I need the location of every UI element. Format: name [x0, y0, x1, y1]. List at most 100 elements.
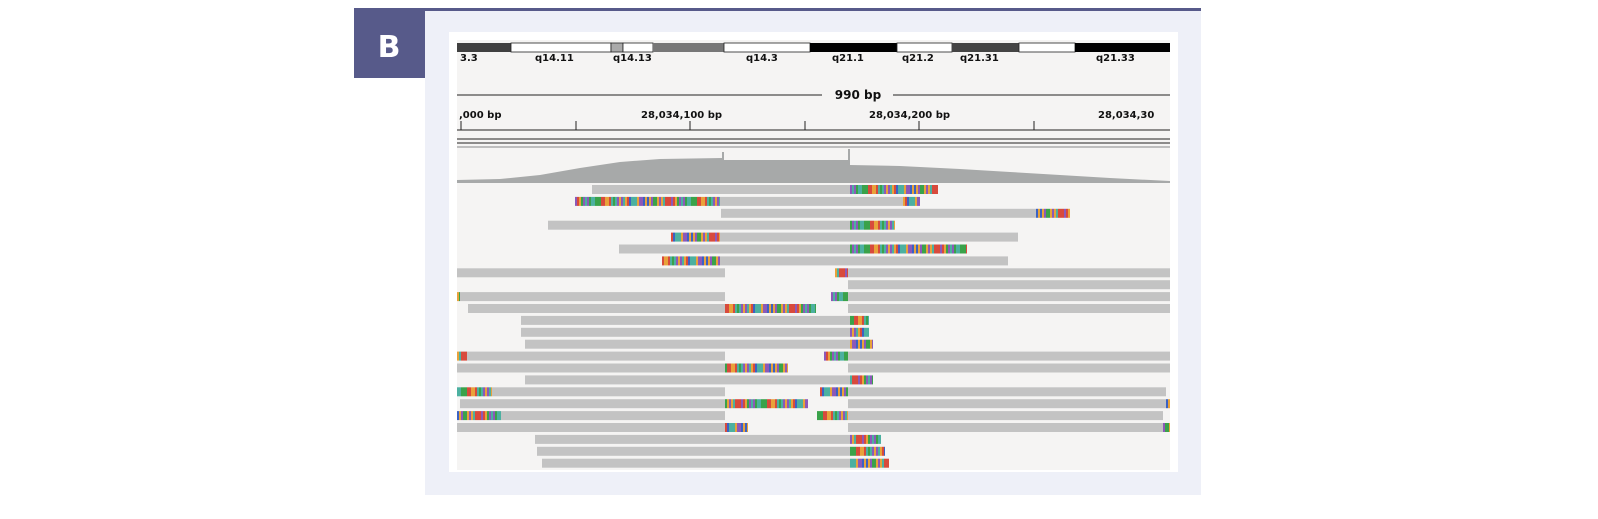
soft-clip [1036, 208, 1038, 218]
soft-clip [858, 185, 860, 194]
soft-clip [781, 304, 783, 313]
soft-clip [886, 220, 888, 230]
soft-clip [647, 196, 649, 206]
soft-clip [912, 244, 914, 254]
soft-clip [866, 434, 868, 444]
soft-clip [924, 185, 926, 194]
soft-clip [718, 256, 720, 266]
soft-clip [791, 399, 793, 409]
soft-clip [469, 387, 471, 397]
soft-clip [920, 244, 922, 254]
soft-clip [856, 185, 858, 194]
soft-clip [940, 244, 942, 254]
read [848, 363, 1170, 373]
read [619, 244, 850, 254]
soft-clip [787, 363, 788, 373]
soft-clip [662, 256, 664, 266]
soft-clip [701, 196, 703, 206]
soft-clip [880, 244, 882, 254]
soft-clip [695, 196, 697, 206]
soft-clip [906, 244, 908, 254]
soft-clip [497, 411, 499, 421]
soft-clip [683, 196, 685, 206]
soft-clip [739, 304, 741, 313]
span-label: 990 bp [835, 88, 882, 102]
read [848, 423, 1163, 432]
soft-clip [956, 244, 958, 254]
soft-clip [787, 399, 789, 409]
soft-clip [713, 196, 715, 206]
soft-clip [747, 399, 749, 409]
soft-clip [856, 434, 858, 444]
soft-clip [709, 232, 711, 242]
soft-clip [903, 196, 905, 206]
soft-clip [843, 411, 845, 421]
soft-clip [629, 196, 631, 206]
band [896, 42, 953, 53]
soft-clip [619, 196, 621, 206]
soft-clip [868, 446, 870, 456]
soft-clip [912, 185, 914, 194]
soft-clip [703, 232, 705, 242]
soft-clip [799, 304, 801, 313]
soft-clip [910, 185, 912, 194]
soft-clip [696, 256, 698, 266]
soft-clip [641, 196, 643, 206]
soft-clip [637, 196, 639, 206]
soft-clip [733, 363, 735, 373]
soft-clip [870, 375, 872, 385]
soft-clip [689, 196, 691, 206]
soft-clip [789, 399, 791, 409]
soft-clip [785, 399, 787, 409]
soft-clip [753, 304, 755, 313]
soft-clip [882, 220, 884, 230]
soft-clip [852, 327, 854, 337]
soft-clip [844, 387, 846, 397]
soft-clip [858, 434, 860, 444]
soft-clip [850, 446, 852, 456]
read [848, 399, 1166, 409]
soft-clip [882, 244, 884, 254]
soft-clip [735, 399, 737, 409]
soft-clip [948, 244, 950, 254]
soft-clip [928, 244, 930, 254]
soft-clip [731, 399, 733, 409]
soft-clip [731, 363, 733, 373]
read [720, 256, 1008, 266]
soft-clip [837, 292, 839, 302]
soft-clip [847, 268, 848, 278]
soft-clip [473, 411, 475, 421]
soft-clip [463, 411, 465, 421]
soft-clip [463, 351, 465, 361]
soft-clip [676, 256, 678, 266]
soft-clip [666, 256, 668, 266]
soft-clip [745, 363, 747, 373]
soft-clip [856, 327, 858, 337]
soft-clip [689, 232, 691, 242]
soft-clip [465, 351, 467, 361]
soft-clip [934, 244, 936, 254]
soft-clip [930, 185, 932, 194]
read [848, 351, 1170, 361]
soft-clip [674, 256, 676, 266]
soft-clip [711, 232, 713, 242]
soft-clip [743, 363, 745, 373]
soft-clip [817, 411, 819, 421]
soft-clip [737, 363, 739, 373]
soft-clip [711, 196, 713, 206]
soft-clip [884, 458, 886, 468]
soft-clip [870, 446, 872, 456]
soft-clip [781, 399, 783, 409]
soft-clip [908, 244, 910, 254]
soft-clip [673, 196, 675, 206]
soft-clip [938, 244, 940, 254]
soft-clip [835, 411, 837, 421]
soft-clip [694, 256, 696, 266]
soft-clip [645, 196, 647, 206]
soft-clip [771, 304, 773, 313]
soft-clip [890, 185, 892, 194]
read [525, 339, 850, 349]
soft-clip [907, 196, 909, 206]
soft-clip [731, 423, 733, 432]
soft-clip [898, 244, 900, 254]
